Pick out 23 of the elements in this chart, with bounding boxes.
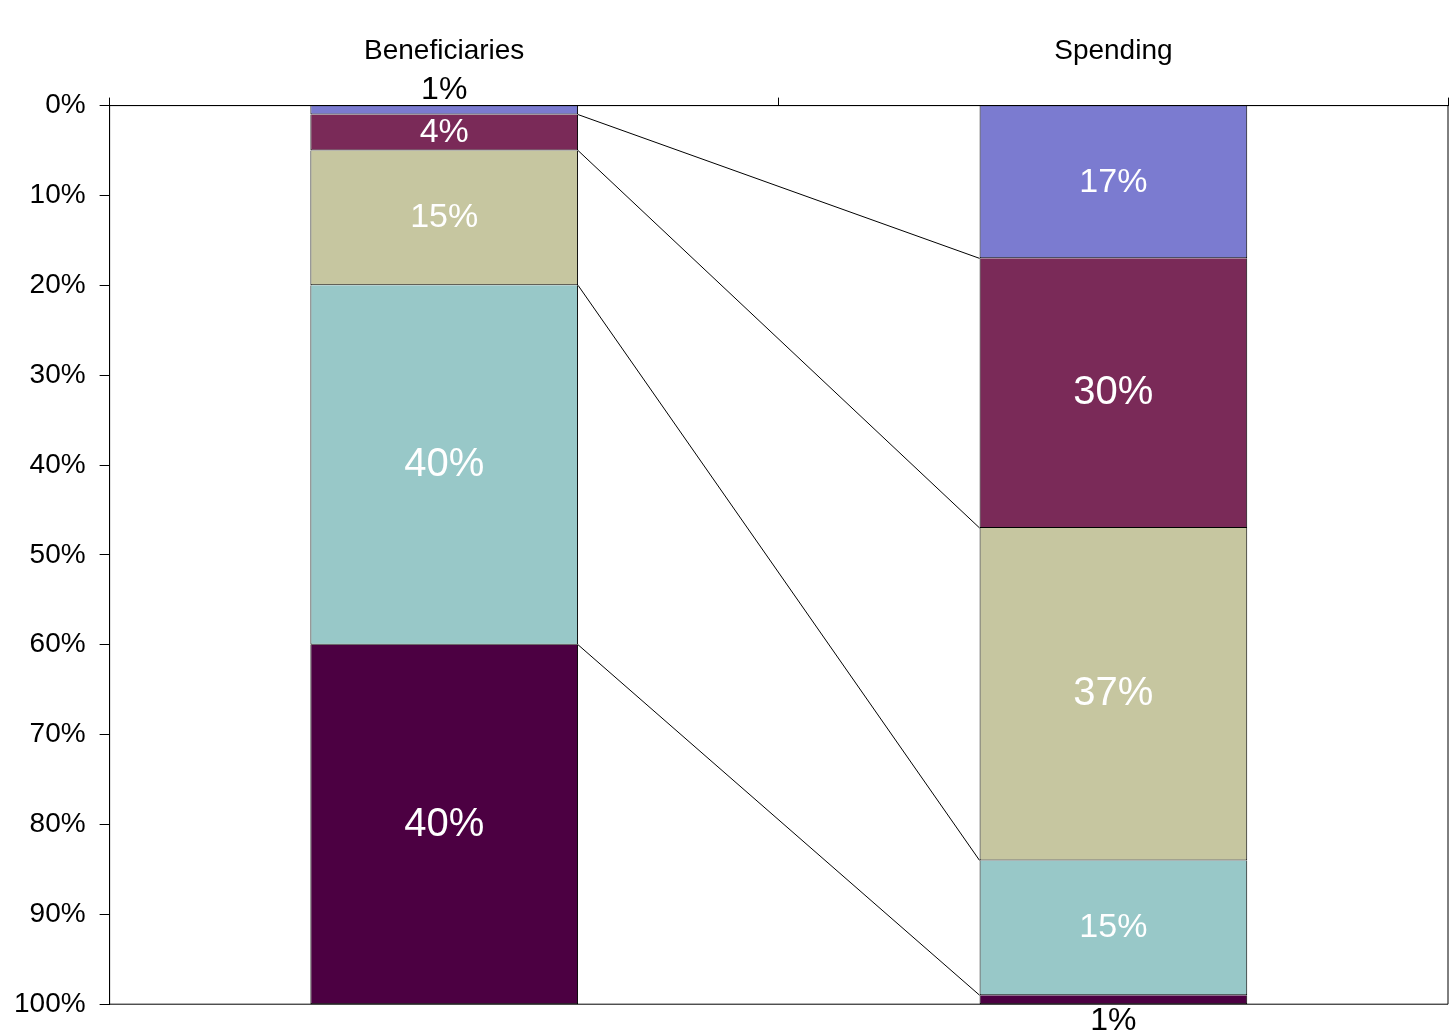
data-label: 15% <box>1079 906 1148 945</box>
x-tick-label: Spending <box>1054 33 1173 65</box>
y-tick-label: 40% <box>29 447 86 479</box>
data-label: 15% <box>410 196 479 235</box>
y-tick-label: 50% <box>29 537 86 569</box>
data-label: 37% <box>1073 669 1154 714</box>
y-tick-label: 0% <box>45 88 86 120</box>
data-label: 1% <box>1090 1001 1137 1035</box>
data-label: 17% <box>1079 160 1148 199</box>
y-tick-label: 20% <box>29 268 86 300</box>
data-label: 30% <box>1073 368 1154 413</box>
y-tick-label: 10% <box>29 178 86 210</box>
y-tick-label: 30% <box>29 357 86 389</box>
data-label: 40% <box>404 440 485 485</box>
y-tick-label: 60% <box>29 627 86 659</box>
data-label: 40% <box>404 799 485 844</box>
y-tick-label: 100% <box>13 986 86 1018</box>
y-tick-label: 90% <box>29 897 86 929</box>
data-label: 1% <box>421 69 468 106</box>
y-tick-label: 80% <box>29 807 86 839</box>
data-label: 4% <box>419 110 469 149</box>
y-tick-label: 70% <box>29 717 86 749</box>
x-tick-label: Beneficiaries <box>364 33 525 65</box>
